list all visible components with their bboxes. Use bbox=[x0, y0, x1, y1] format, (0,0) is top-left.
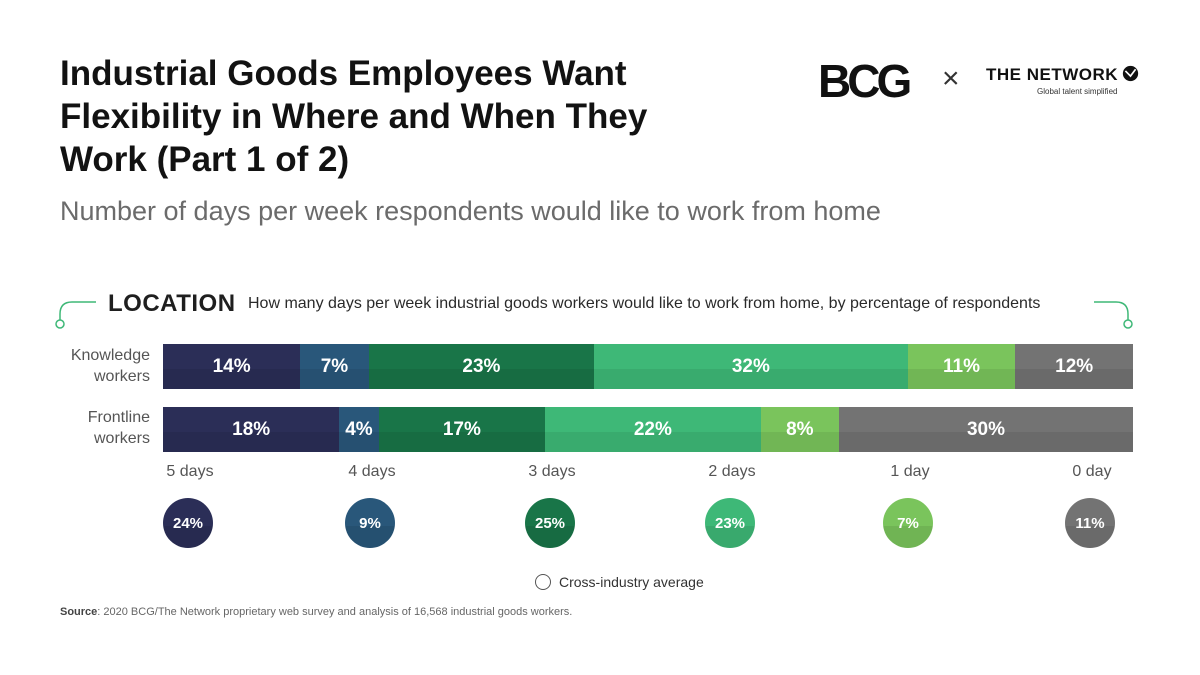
legend-label: Cross-industry average bbox=[559, 574, 704, 590]
bar-row-knowledge-workers: 14% 7% 23% 32% 11% 12% bbox=[163, 344, 1133, 389]
bar-segment: 12% bbox=[1015, 344, 1133, 389]
legend-circle-icon bbox=[535, 574, 551, 590]
day-label: 3 days bbox=[528, 463, 576, 480]
average-circle: 7% bbox=[883, 498, 933, 548]
bar-value-label: 17% bbox=[442, 418, 481, 440]
day-label: 4 days bbox=[348, 463, 396, 480]
average-value-label: 24% bbox=[172, 514, 204, 532]
bar-value-label: 8% bbox=[786, 418, 814, 440]
bar-value-label: 7% bbox=[320, 355, 349, 377]
source-label: Source bbox=[60, 606, 98, 618]
row-label-line: Frontline bbox=[87, 409, 150, 426]
average-circle: 11% bbox=[1065, 498, 1115, 548]
bar-value-label: 14% bbox=[212, 355, 251, 377]
bar-segment: 18% bbox=[163, 407, 340, 452]
source-note: Source: 2020 BCG/The Network proprietary… bbox=[60, 606, 572, 618]
chart-subtitle: Number of days per week respondents woul… bbox=[60, 196, 881, 226]
bar-segment: 30% bbox=[839, 407, 1133, 452]
bar-segment: 22% bbox=[545, 407, 761, 452]
network-globe-icon bbox=[1122, 65, 1139, 82]
row-label-line: workers bbox=[93, 368, 150, 385]
logo-separator: × bbox=[942, 62, 960, 95]
bar-value-label: 18% bbox=[232, 418, 271, 440]
average-value-label: 7% bbox=[897, 514, 919, 532]
legend: Cross-industry average bbox=[535, 574, 704, 590]
bar-value-label: 11% bbox=[943, 355, 980, 377]
network-logo: THE NETWORK bbox=[986, 65, 1119, 84]
bar-segment: 32% bbox=[594, 344, 908, 389]
row-label-frontline-workers: Frontline workers bbox=[40, 407, 150, 449]
bcg-logo: BCG bbox=[818, 55, 912, 107]
bar-value-label: 4% bbox=[345, 418, 373, 440]
row-label-line: Knowledge bbox=[70, 347, 150, 364]
average-circle: 24% bbox=[163, 498, 213, 548]
bar-segment: 23% bbox=[368, 344, 595, 389]
day-label: 0 day bbox=[1072, 463, 1112, 480]
source-text: : 2020 BCG/The Network proprietary web s… bbox=[97, 606, 573, 618]
average-circle: 25% bbox=[525, 498, 575, 548]
chart-title: Industrial Goods Employees Want Flexibil… bbox=[60, 54, 648, 179]
average-circle: 9% bbox=[345, 498, 395, 548]
average-value-label: 9% bbox=[359, 514, 381, 532]
bar-value-label: 32% bbox=[731, 355, 770, 377]
bar-value-label: 12% bbox=[1055, 355, 1094, 377]
section-heading: LOCATION bbox=[108, 290, 236, 317]
average-value-label: 23% bbox=[714, 514, 746, 532]
bar-segment: 11% bbox=[907, 344, 1016, 389]
average-value-label: 25% bbox=[534, 514, 566, 532]
bar-value-label: 30% bbox=[966, 418, 1006, 440]
bar-segment: 8% bbox=[760, 407, 840, 452]
row-label-knowledge-workers: Knowledge workers bbox=[40, 345, 150, 387]
average-circle: 23% bbox=[705, 498, 755, 548]
day-label: 2 days bbox=[708, 463, 756, 480]
average-value-label: 11% bbox=[1075, 514, 1105, 532]
bar-row-frontline-workers: 18% 4% 17% 22% 8% 30% bbox=[163, 407, 1133, 452]
day-label: 1 day bbox=[890, 463, 930, 480]
bar-segment: 7% bbox=[300, 344, 369, 389]
bar-segment: 4% bbox=[339, 407, 379, 452]
bar-value-label: 23% bbox=[462, 355, 501, 377]
day-label: 5 days bbox=[166, 463, 214, 480]
bar-value-label: 22% bbox=[633, 418, 672, 440]
bar-segment: 14% bbox=[163, 344, 301, 389]
section-description: How many days per week industrial goods … bbox=[248, 295, 1041, 312]
logo-area: BCG × THE NETWORK Global talent simplifi… bbox=[818, 55, 1148, 108]
bar-segment: 17% bbox=[378, 407, 546, 452]
row-label-line: workers bbox=[93, 430, 150, 447]
network-tagline: Global talent simplified bbox=[1037, 87, 1118, 96]
